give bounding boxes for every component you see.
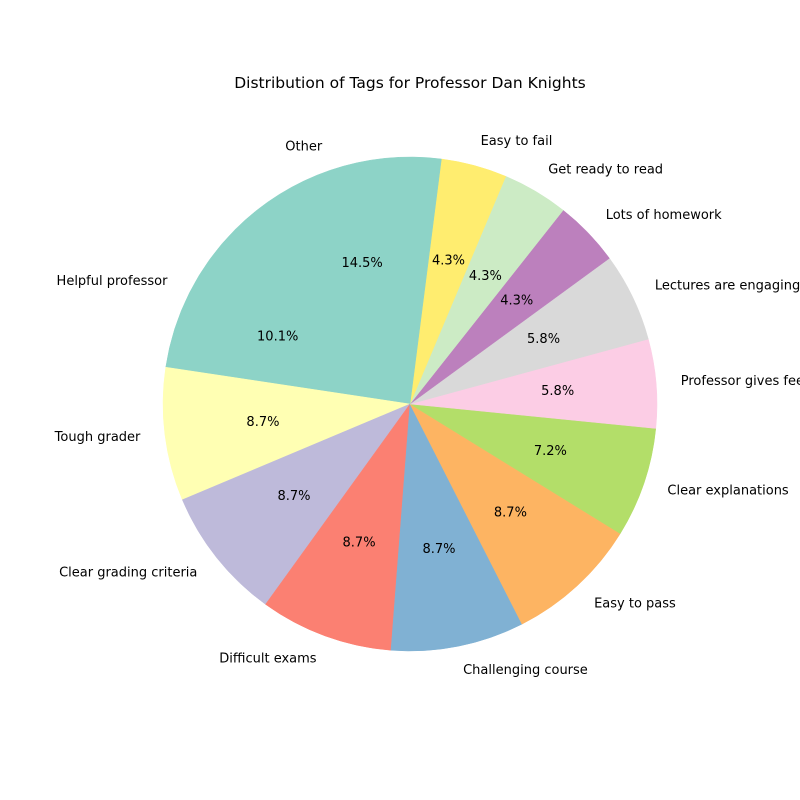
slice-percent-professor-gives-feedback: 5.8% <box>541 384 574 399</box>
slice-label-difficult-exams: Difficult exams <box>219 652 317 667</box>
pie-slice-clear-grading-criteria <box>181 403 411 605</box>
slice-percent-challenging-course: 8.7% <box>422 542 455 557</box>
pie-slice-challenging-course <box>390 403 523 652</box>
pie-slice-other <box>234 156 442 405</box>
pie-slice-clear-explanations <box>409 403 657 534</box>
pie-slice-tough-grader <box>162 366 411 501</box>
slice-label-get-ready-to-read: Get ready to read <box>548 163 663 178</box>
slice-percent-get-ready-to-read: 4.3% <box>469 269 502 284</box>
slice-percent-easy-to-pass: 8.7% <box>494 505 527 520</box>
slice-labels: Helpful professor Tough grader Clear gradi… <box>54 134 800 678</box>
slice-label-helpful-professor: Helpful professor <box>57 274 169 289</box>
pie-slice-easy-to-pass <box>409 403 621 625</box>
slice-label-other: Other <box>285 139 323 154</box>
slice-label-professor-gives-feedback: Professor gives feedback <box>681 374 800 389</box>
slice-label-clear-grading-criteria: Clear grading criteria <box>59 566 197 581</box>
slice-percent-clear-explanations: 7.2% <box>534 444 567 459</box>
slice-percent-other: 14.5% <box>341 256 382 271</box>
slice-label-tough-grader: Tough grader <box>54 430 141 445</box>
slice-percent-lots-of-homework: 4.3% <box>500 294 533 309</box>
slice-percent-helpful-professor: 10.1% <box>257 330 298 345</box>
chart-title: Distribution of Tags for Professor Dan K… <box>234 74 586 92</box>
slice-percent-lectures-are-engaging: 5.8% <box>527 332 560 347</box>
slice-label-lectures-are-engaging: Lectures are engaging <box>655 279 800 294</box>
slice-percent-difficult-exams: 8.7% <box>343 536 376 551</box>
slice-label-challenging-course: Challenging course <box>463 663 588 678</box>
slice-percent-clear-grading-criteria: 8.7% <box>278 489 311 504</box>
slice-percent-tough-grader: 8.7% <box>246 415 279 430</box>
pie-slices <box>162 156 658 652</box>
slice-label-easy-to-pass: Easy to pass <box>594 596 676 611</box>
slice-percent-easy-to-fail: 4.3% <box>432 253 465 268</box>
pie-slice-helpful-professor <box>165 228 411 405</box>
pie-slice-difficult-exams <box>265 403 411 651</box>
slice-label-clear-explanations: Clear explanations <box>667 483 789 498</box>
slice-label-easy-to-fail: Easy to fail <box>481 134 553 149</box>
slice-percent-labels: 10.1% 8.7% 8.7% 8.7% 8.7% 8.7% 7.2% 5.8% 5.8% 4.3… <box>246 253 574 556</box>
slice-label-lots-of-homework: Lots of homework <box>606 208 722 223</box>
